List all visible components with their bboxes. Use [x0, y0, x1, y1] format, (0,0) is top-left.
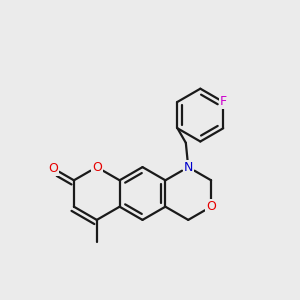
Text: F: F — [220, 95, 227, 108]
Text: O: O — [206, 200, 216, 213]
Text: O: O — [48, 162, 58, 175]
Text: N: N — [184, 160, 193, 174]
Text: O: O — [92, 160, 102, 174]
